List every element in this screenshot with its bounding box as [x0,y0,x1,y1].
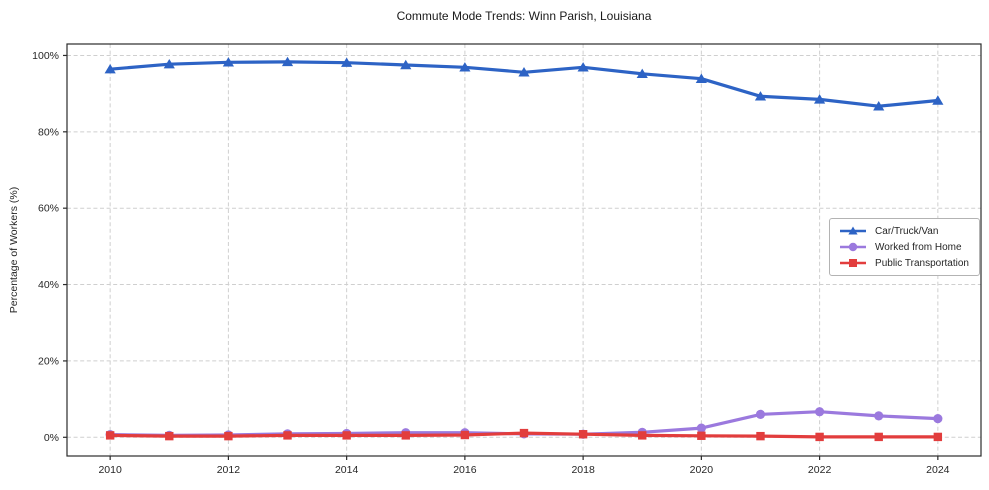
marker-public-transportation [283,431,292,440]
legend-swatch-marker [849,259,858,267]
x-axis-tick-label: 2016 [453,464,477,476]
marker-public-transportation [815,432,824,442]
x-axis-tick-label: 2022 [808,464,832,476]
marker-car-truck-van [104,64,116,74]
y-axis-tick-label: 100% [32,50,59,62]
legend-label-worked-from-home: Worked from Home [875,241,962,253]
marker-public-transportation [519,428,529,438]
marker-public-transportation [224,431,233,441]
x-axis-tick-label: 2010 [98,464,122,476]
legend-swatch-marker [848,226,858,235]
marker-worked-from-home [874,411,884,421]
y-axis-tick-label: 80% [38,126,59,138]
marker-worked-from-home [755,409,766,419]
marker-car-truck-van [754,91,767,101]
marker-car-truck-van [518,67,530,77]
legend-label-car-truck-van: Car/Truck/Van [875,225,939,237]
marker-car-truck-van [636,68,648,78]
y-axis-tick-label: 40% [38,279,59,291]
legend-circle-icon [840,242,867,252]
x-axis-tick-label: 2020 [690,464,714,476]
marker-car-truck-van [281,56,294,67]
marker-car-truck-van [695,73,707,83]
marker-public-transportation [342,431,351,440]
x-axis-tick-label: 2012 [217,464,241,476]
legend: Car/Truck/Van Worked from Home Public Tran… [829,218,980,276]
legend-triangle-icon [840,226,867,235]
legend-item-public-transportation: Public Transportation [838,257,969,269]
x-axis-tick-label: 2014 [335,464,359,476]
chart-title: Commute Mode Trends: Winn Parish, Louisi… [396,9,652,23]
legend-square-icon [840,259,867,267]
marker-worked-from-home [696,423,706,433]
marker-car-truck-van [163,59,175,69]
marker-car-truck-van [400,59,412,70]
y-axis-tick-label: 20% [38,355,59,367]
marker-public-transportation [460,430,470,440]
marker-public-transportation [401,431,410,440]
marker-public-transportation [697,431,706,440]
y-axis-tick-label: 0% [44,432,59,444]
legend-label-public-transportation: Public Transportation [875,257,969,269]
marker-public-transportation [165,431,174,441]
marker-car-truck-van [577,62,589,72]
marker-public-transportation [638,431,647,440]
marker-worked-from-home [933,413,943,424]
marker-public-transportation [756,431,765,441]
marker-public-transportation [105,431,115,440]
y-axis-tick-label: 60% [38,203,59,215]
marker-car-truck-van [459,62,471,72]
legend-swatch-marker [848,242,858,252]
marker-car-truck-van [222,57,234,67]
plot-border [66,43,982,457]
legend-item-worked-from-home: Worked from Home [838,241,969,253]
marker-public-transportation [578,430,588,439]
x-axis-tick-label: 2018 [571,464,595,476]
marker-car-truck-van [814,94,826,104]
marker-public-transportation [933,432,943,442]
marker-car-truck-van [873,101,885,111]
marker-worked-from-home [815,407,825,417]
marker-public-transportation [874,432,883,442]
legend-item-car-truck-van: Car/Truck/Van [838,225,969,237]
marker-car-truck-van [341,57,353,67]
x-axis-tick-label: 2024 [926,464,950,476]
marker-car-truck-van [932,95,944,105]
